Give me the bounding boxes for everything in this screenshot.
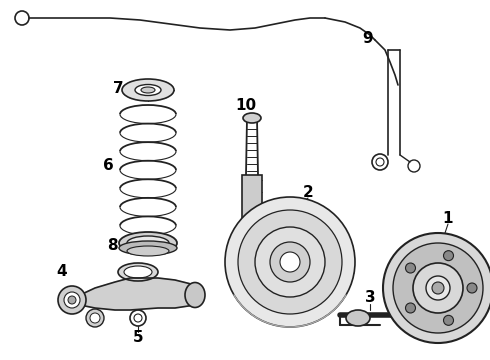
Ellipse shape — [118, 263, 158, 281]
Ellipse shape — [135, 85, 161, 95]
Circle shape — [443, 315, 454, 325]
Ellipse shape — [119, 232, 177, 254]
Circle shape — [467, 283, 477, 293]
Circle shape — [68, 296, 76, 304]
Text: 7: 7 — [113, 81, 123, 95]
Circle shape — [406, 303, 416, 313]
Ellipse shape — [127, 246, 169, 256]
Circle shape — [225, 197, 355, 327]
Circle shape — [280, 252, 300, 272]
Ellipse shape — [124, 266, 152, 278]
Circle shape — [270, 242, 310, 282]
Circle shape — [393, 243, 483, 333]
Circle shape — [432, 282, 444, 294]
Text: 2: 2 — [303, 185, 314, 199]
Text: 1: 1 — [443, 211, 453, 225]
Ellipse shape — [119, 241, 177, 255]
Circle shape — [255, 227, 325, 297]
Ellipse shape — [141, 87, 155, 93]
Ellipse shape — [127, 236, 169, 250]
Circle shape — [64, 292, 80, 308]
Circle shape — [58, 286, 86, 314]
Circle shape — [443, 251, 454, 261]
Circle shape — [413, 263, 463, 313]
Circle shape — [86, 309, 104, 327]
Circle shape — [426, 276, 450, 300]
Ellipse shape — [185, 283, 205, 307]
Ellipse shape — [346, 310, 370, 326]
Circle shape — [90, 313, 100, 323]
Bar — [242, 175, 262, 230]
Text: 5: 5 — [133, 330, 143, 346]
Text: 10: 10 — [235, 98, 257, 113]
Polygon shape — [80, 278, 200, 310]
Circle shape — [238, 210, 342, 314]
Text: 9: 9 — [363, 31, 373, 45]
Text: 8: 8 — [107, 238, 117, 252]
Ellipse shape — [122, 79, 174, 101]
Circle shape — [134, 314, 142, 322]
Circle shape — [406, 263, 416, 273]
Ellipse shape — [243, 113, 261, 123]
Circle shape — [376, 158, 384, 166]
Circle shape — [383, 233, 490, 343]
Text: 3: 3 — [365, 291, 375, 306]
Text: 4: 4 — [57, 265, 67, 279]
Text: 6: 6 — [102, 158, 113, 172]
Ellipse shape — [242, 290, 262, 300]
